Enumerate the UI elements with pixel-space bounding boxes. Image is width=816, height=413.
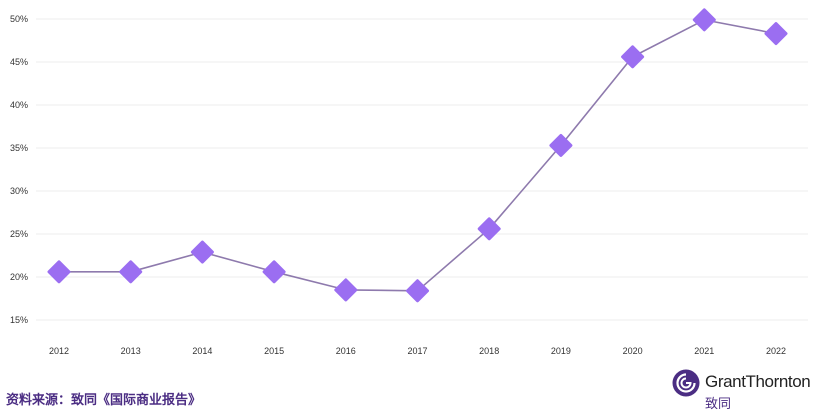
data-point-marker	[119, 260, 143, 284]
x-tick-label: 2017	[407, 346, 427, 356]
data-point-marker	[334, 278, 358, 302]
data-point-marker	[477, 217, 501, 241]
logo-subtitle: 致同	[705, 397, 732, 412]
y-axis-tick-labels: 15% 20% 25% 30% 35% 40% 45% 50%	[10, 14, 28, 325]
x-tick-label: 2022	[766, 346, 786, 356]
x-tick-label: 2016	[336, 346, 356, 356]
x-axis-tick-labels: 2012 2013 2014 2015 2016 2017 2018 2019 2020 2021…	[49, 346, 786, 356]
logo-wordmark: GrantThornton	[705, 372, 811, 391]
grid-lines	[36, 18, 808, 321]
y-tick-label: 45%	[10, 57, 28, 67]
y-tick-label: 20%	[10, 272, 28, 282]
y-tick-label: 50%	[10, 14, 28, 24]
x-tick-label: 2018	[479, 346, 499, 356]
data-point-marker	[406, 279, 429, 303]
x-tick-label: 2013	[121, 346, 141, 356]
data-point-marker	[190, 240, 214, 264]
x-tick-label: 2015	[264, 346, 284, 356]
y-tick-label: 30%	[10, 186, 28, 196]
source-note: 资料来源：致同《国际商业报告》	[6, 393, 202, 408]
x-tick-label: 2014	[192, 346, 212, 356]
series-line	[59, 19, 777, 292]
y-tick-label: 25%	[10, 229, 28, 239]
y-tick-label: 40%	[10, 100, 28, 110]
data-points	[47, 8, 788, 303]
data-point-marker	[262, 260, 286, 284]
y-tick-label: 15%	[10, 315, 28, 325]
x-tick-label: 2021	[694, 346, 714, 356]
data-point-marker	[692, 8, 716, 32]
data-point-marker	[621, 45, 645, 69]
data-point-marker	[764, 22, 788, 46]
x-tick-label: 2020	[623, 346, 643, 356]
series-line	[59, 19, 777, 292]
grant-thornton-logo: GrantThornton 致同	[672, 368, 814, 412]
x-tick-label: 2012	[49, 346, 69, 356]
data-point-marker	[47, 260, 71, 284]
data-point-marker	[549, 133, 573, 157]
x-tick-label: 2019	[551, 346, 571, 356]
y-tick-label: 35%	[10, 143, 28, 153]
grant-thornton-logo-icon	[672, 369, 700, 397]
